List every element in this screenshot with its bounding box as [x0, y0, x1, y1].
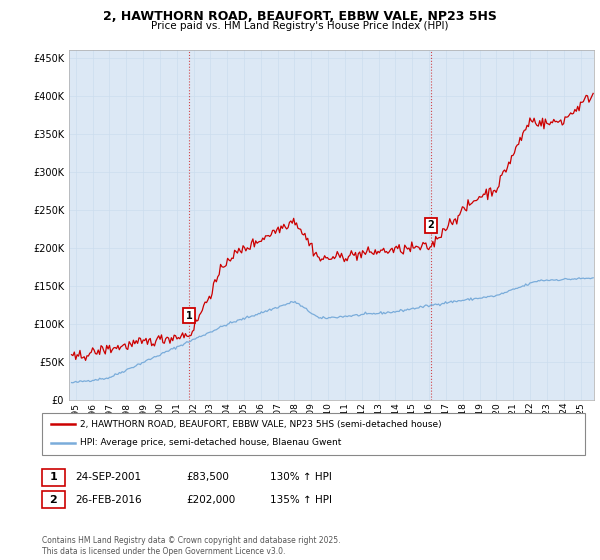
Text: 2, HAWTHORN ROAD, BEAUFORT, EBBW VALE, NP23 5HS (semi-detached house): 2, HAWTHORN ROAD, BEAUFORT, EBBW VALE, N… — [80, 420, 442, 429]
Text: 26-FEB-2016: 26-FEB-2016 — [75, 494, 142, 505]
Text: Price paid vs. HM Land Registry's House Price Index (HPI): Price paid vs. HM Land Registry's House … — [151, 21, 449, 31]
Text: £202,000: £202,000 — [186, 494, 235, 505]
Text: 2, HAWTHORN ROAD, BEAUFORT, EBBW VALE, NP23 5HS: 2, HAWTHORN ROAD, BEAUFORT, EBBW VALE, N… — [103, 10, 497, 22]
Text: 2: 2 — [428, 221, 434, 230]
Text: 135% ↑ HPI: 135% ↑ HPI — [270, 494, 332, 505]
Text: £83,500: £83,500 — [186, 472, 229, 482]
Text: 1: 1 — [50, 472, 57, 482]
Text: 24-SEP-2001: 24-SEP-2001 — [75, 472, 141, 482]
Text: 130% ↑ HPI: 130% ↑ HPI — [270, 472, 332, 482]
Text: HPI: Average price, semi-detached house, Blaenau Gwent: HPI: Average price, semi-detached house,… — [80, 438, 341, 447]
Text: 1: 1 — [185, 311, 193, 320]
Text: 2: 2 — [50, 494, 57, 505]
Text: Contains HM Land Registry data © Crown copyright and database right 2025.
This d: Contains HM Land Registry data © Crown c… — [42, 536, 341, 556]
